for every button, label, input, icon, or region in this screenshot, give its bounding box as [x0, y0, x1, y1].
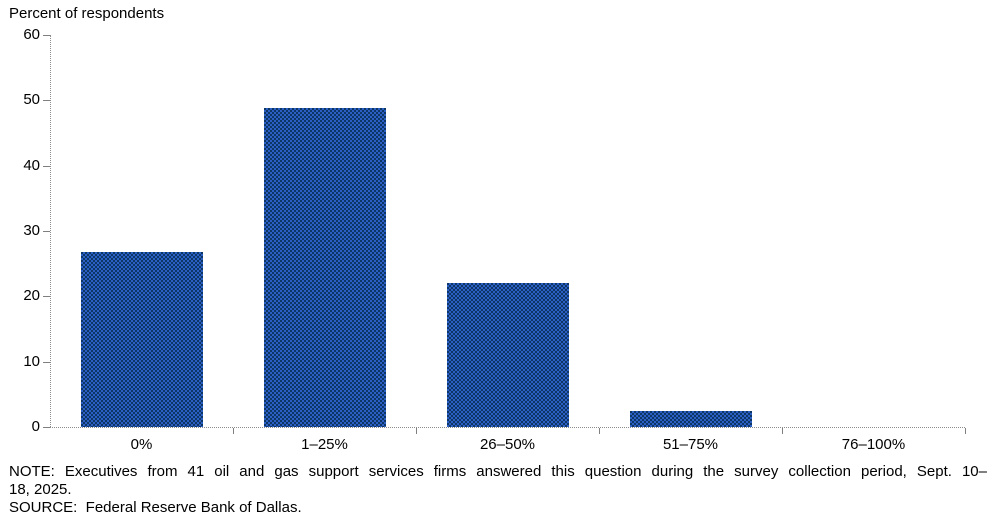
x-axis-category-label: 51–75%: [662, 436, 719, 453]
y-axis-tick: [43, 427, 50, 428]
x-axis-tick: [782, 428, 783, 434]
note-text-line2: 18, 2025.: [9, 481, 72, 498]
source-text: SOURCE: Federal Reserve Bank of Dallas.: [9, 499, 302, 516]
y-axis-tick-label: 10: [23, 353, 40, 370]
x-axis-tick: [965, 428, 966, 434]
bar-51–75%: [630, 411, 752, 427]
y-axis-title: Percent of respondents: [9, 5, 165, 22]
y-axis-tick: [43, 296, 50, 297]
y-axis-tick-label: 50: [23, 91, 40, 108]
note-text-line1: NOTE: Executives from 41 oil and gas sup…: [9, 463, 987, 480]
y-axis-tick: [43, 362, 50, 363]
x-axis-category-label: 0%: [130, 436, 153, 453]
y-axis-tick-label: 30: [23, 222, 40, 239]
y-axis-tick-label: 20: [23, 287, 40, 304]
chart-footnotes: NOTE: Executives from 41 oil and gas sup…: [9, 463, 987, 517]
y-axis-tick-label: 60: [23, 26, 40, 43]
y-axis-line: [50, 35, 51, 427]
y-axis-tick: [43, 100, 50, 101]
y-axis-tick-label: 40: [23, 157, 40, 174]
x-axis-line: [50, 427, 965, 428]
y-axis-tick-label: 0: [31, 418, 40, 435]
bar-1–25%: [264, 108, 386, 427]
x-axis-tick: [599, 428, 600, 434]
y-axis-tick: [43, 35, 50, 36]
x-axis-category-label: 1–25%: [301, 436, 348, 453]
x-axis-category-label: 26–50%: [479, 436, 536, 453]
y-axis-tick: [43, 231, 50, 232]
bar-26–50%: [447, 283, 569, 427]
bar-0%: [81, 252, 203, 427]
x-axis-tick: [416, 428, 417, 434]
x-axis-tick: [233, 428, 234, 434]
y-axis-tick: [43, 166, 50, 167]
x-axis-category-label: 76–100%: [841, 436, 906, 453]
